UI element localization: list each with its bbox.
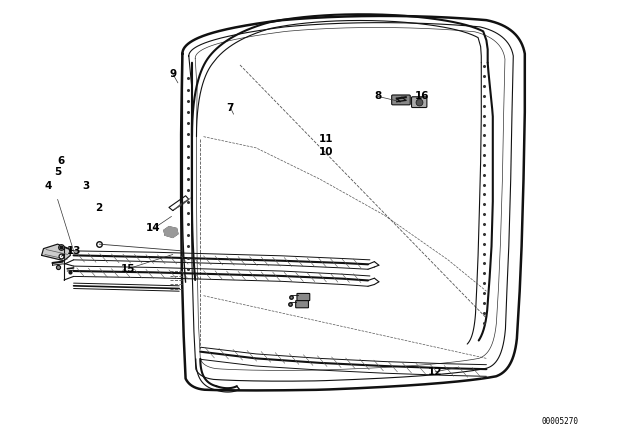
- Text: 12: 12: [428, 367, 442, 377]
- Text: 8: 8: [374, 91, 381, 101]
- Text: 15: 15: [121, 264, 135, 274]
- Text: 16: 16: [415, 91, 429, 101]
- Text: 11: 11: [319, 134, 333, 144]
- Text: 14: 14: [147, 224, 161, 233]
- Text: 7: 7: [227, 103, 234, 112]
- Text: 6: 6: [57, 156, 65, 166]
- Text: 2: 2: [95, 203, 103, 213]
- FancyBboxPatch shape: [297, 293, 310, 301]
- Text: 10: 10: [319, 147, 333, 157]
- Text: 13: 13: [67, 246, 81, 256]
- Text: 9: 9: [169, 69, 177, 79]
- Polygon shape: [42, 244, 70, 261]
- FancyBboxPatch shape: [296, 301, 308, 308]
- Text: 3: 3: [83, 181, 90, 191]
- Text: 00005270: 00005270: [541, 417, 579, 426]
- Polygon shape: [164, 227, 178, 237]
- FancyBboxPatch shape: [392, 95, 410, 105]
- Text: 4: 4: [44, 181, 52, 191]
- FancyBboxPatch shape: [412, 97, 427, 108]
- Text: 5: 5: [54, 168, 61, 177]
